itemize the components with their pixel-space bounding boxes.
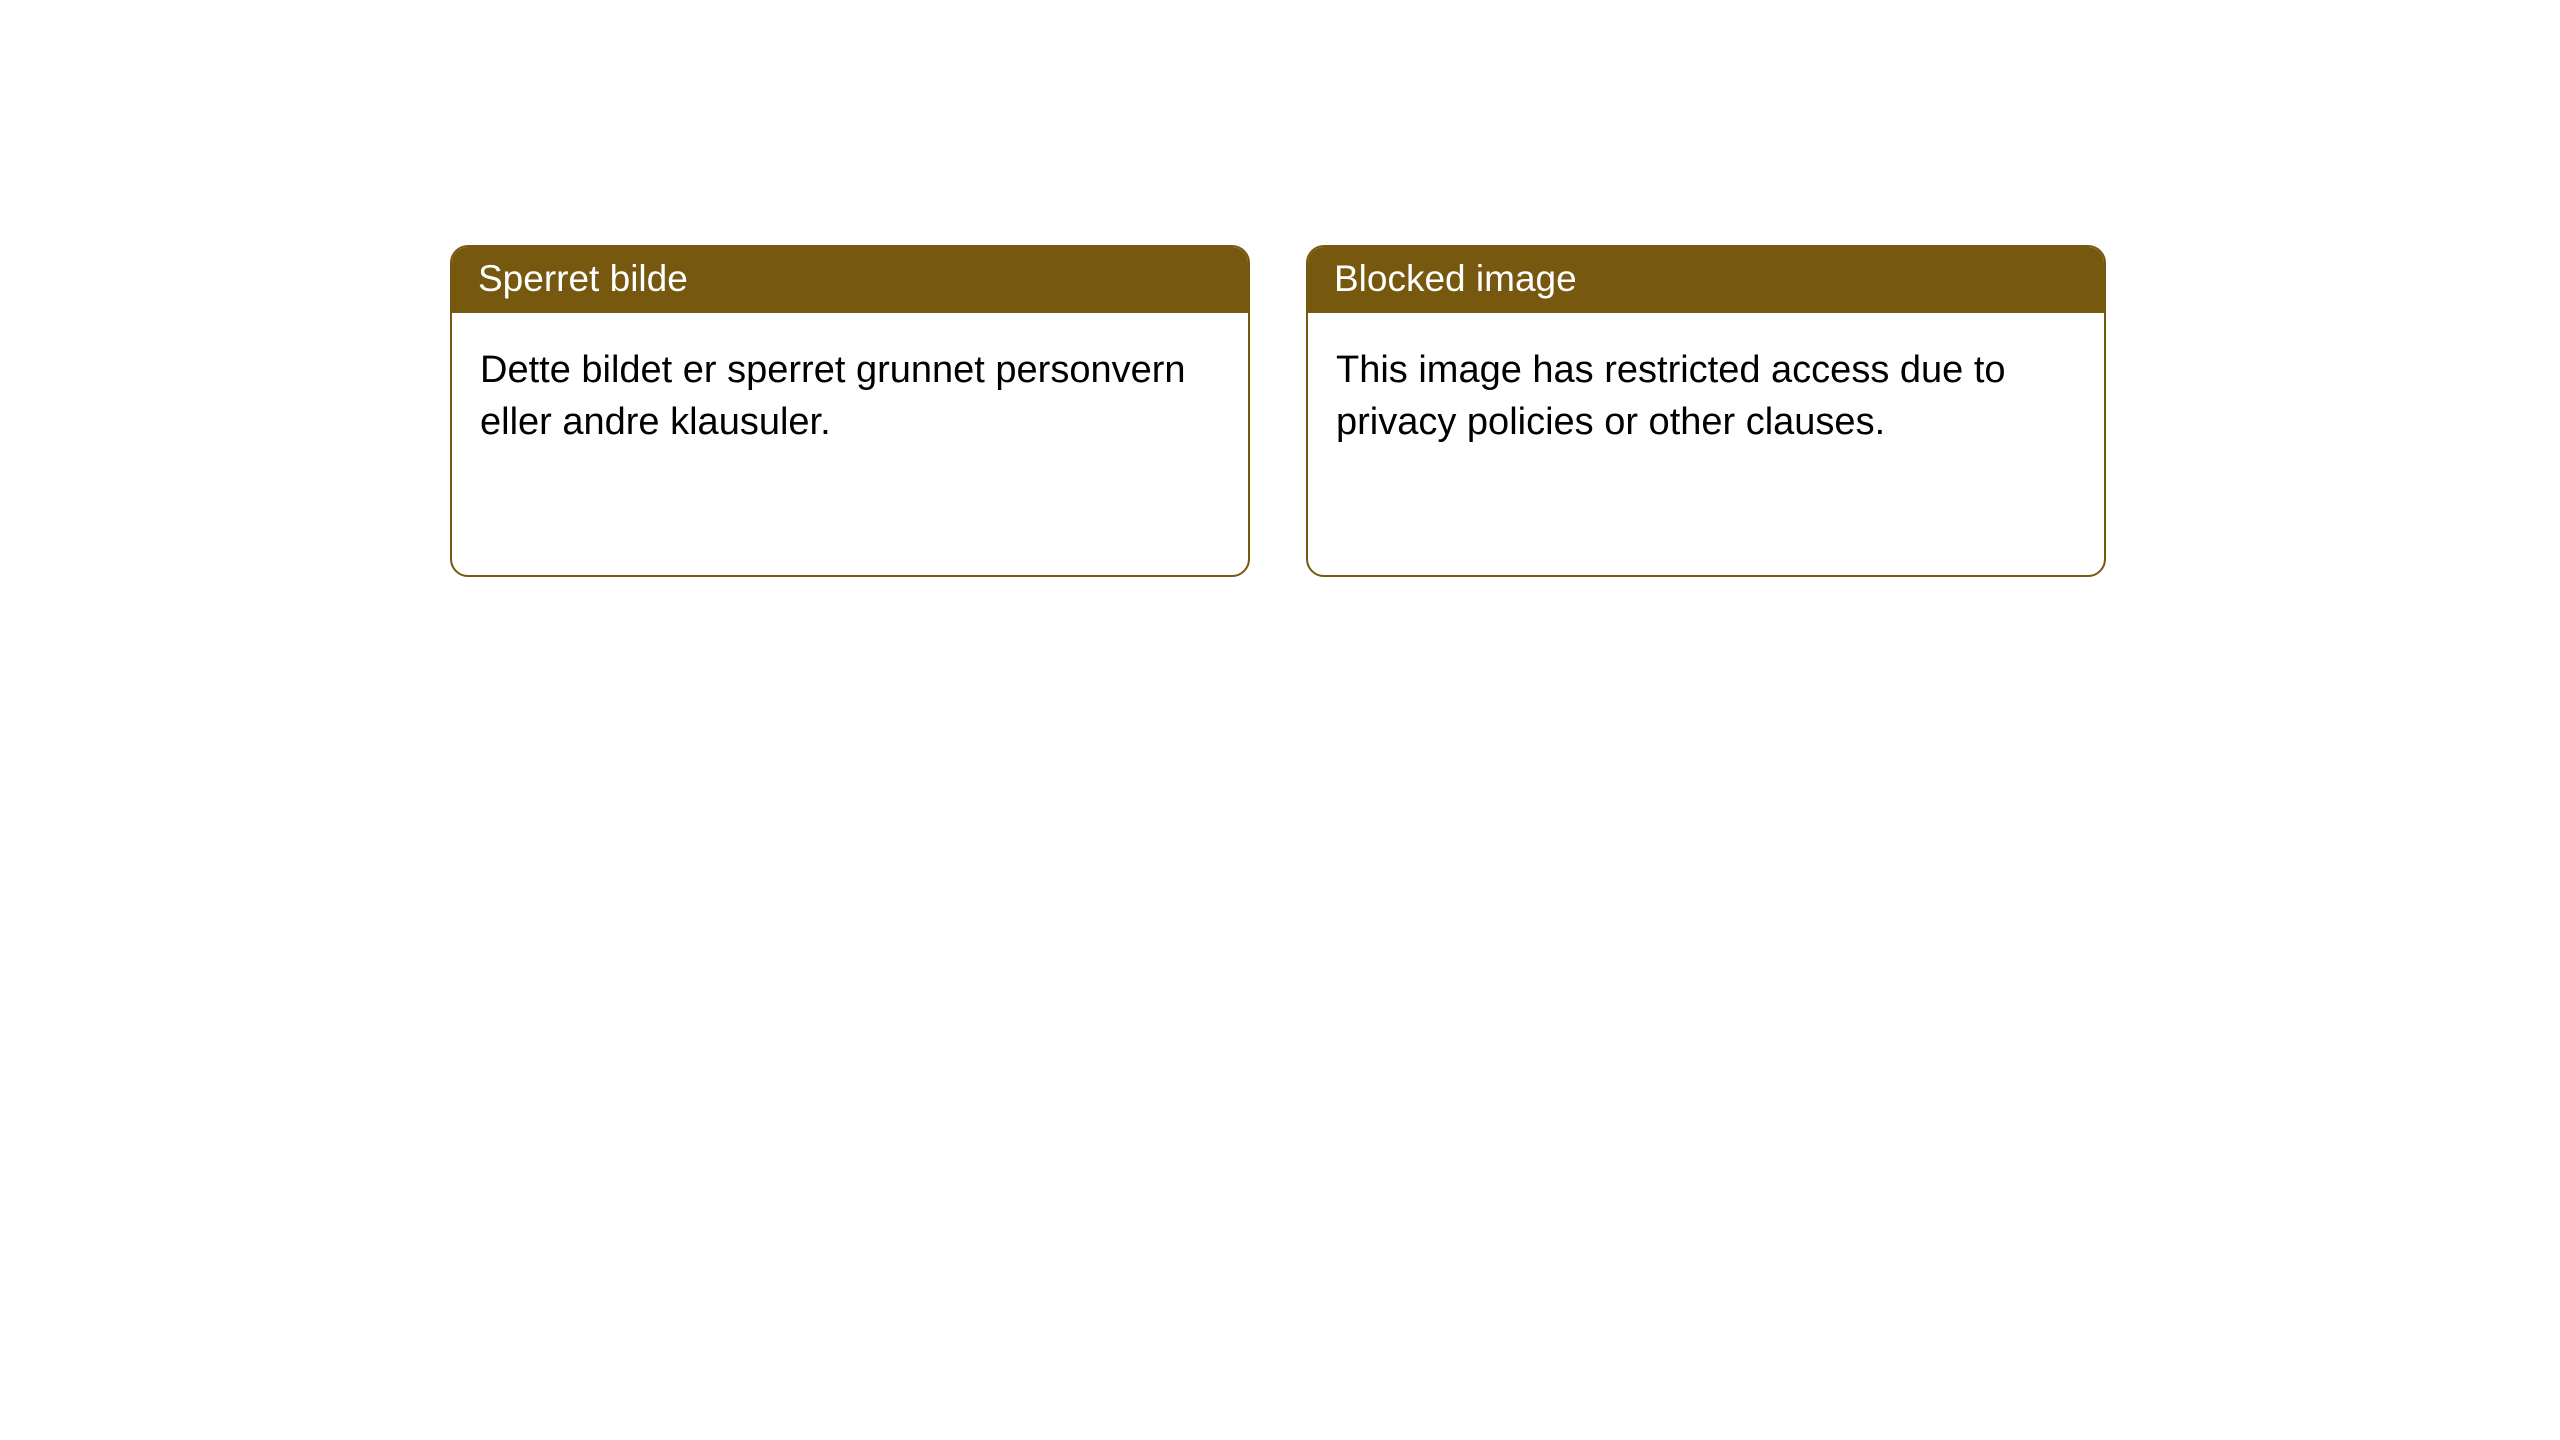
- blocked-image-card-en: Blocked image This image has restricted …: [1306, 245, 2106, 577]
- card-body-en: This image has restricted access due to …: [1308, 313, 2104, 480]
- notice-container: Sperret bilde Dette bildet er sperret gr…: [450, 245, 2106, 577]
- blocked-image-card-no: Sperret bilde Dette bildet er sperret gr…: [450, 245, 1250, 577]
- card-header-no: Sperret bilde: [452, 247, 1248, 313]
- card-body-no: Dette bildet er sperret grunnet personve…: [452, 313, 1248, 480]
- card-header-en: Blocked image: [1308, 247, 2104, 313]
